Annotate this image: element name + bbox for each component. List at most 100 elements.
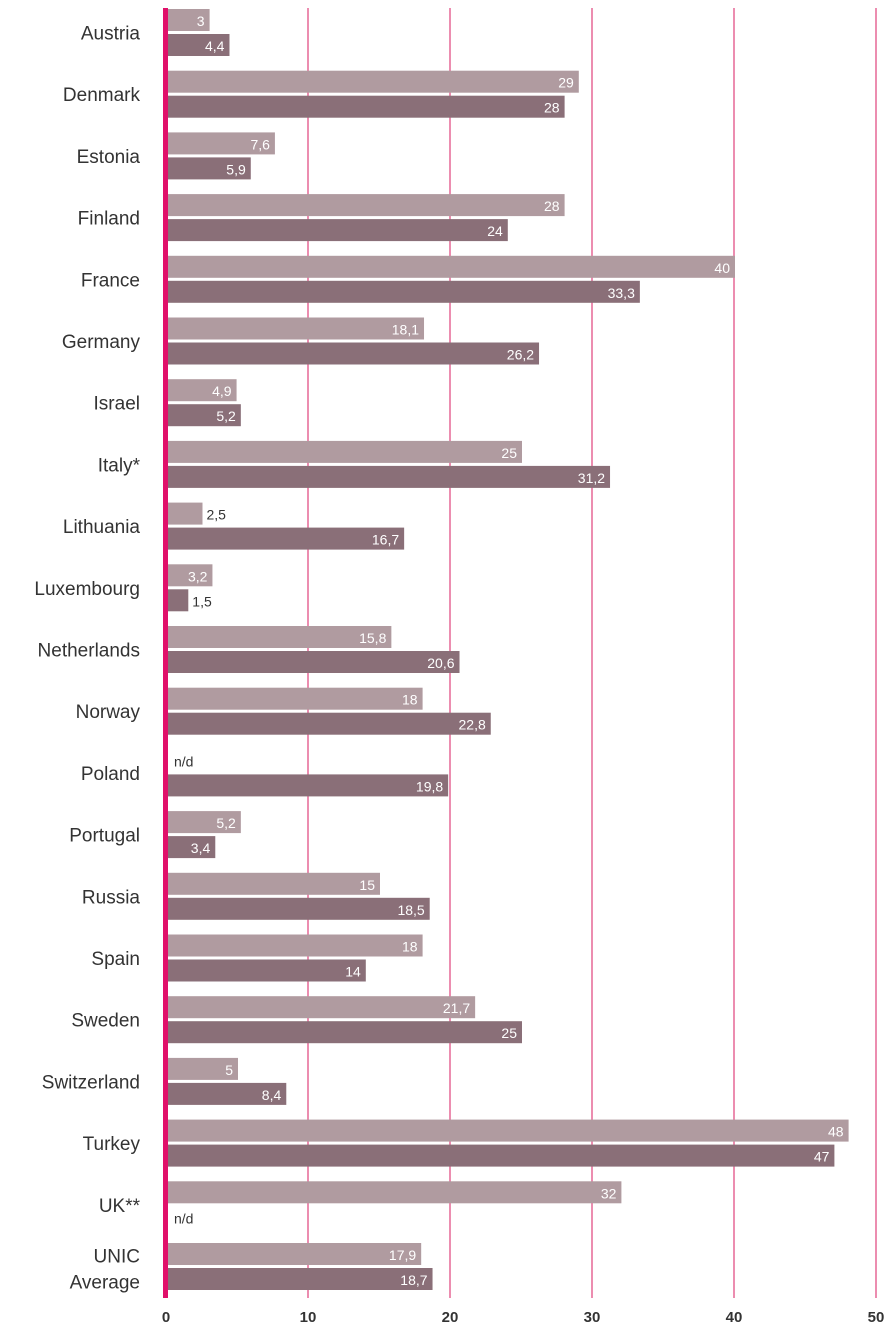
- bar: [167, 996, 476, 1019]
- data-label: 26,2: [507, 347, 534, 363]
- bar: [167, 712, 491, 735]
- data-label: 32: [601, 1185, 617, 1201]
- category-label: Russia: [82, 887, 141, 908]
- bar: [167, 626, 392, 648]
- data-label: 20,6: [427, 655, 454, 671]
- bar: [167, 811, 241, 834]
- bar: [167, 589, 189, 612]
- bar: [167, 95, 565, 118]
- bar: [167, 440, 522, 463]
- category-label: Israel: [94, 394, 140, 415]
- data-label: n/d: [174, 753, 193, 769]
- bar: [167, 502, 203, 525]
- category-label: Turkey: [83, 1134, 141, 1155]
- bar: [167, 342, 540, 365]
- data-label: 3,2: [188, 568, 208, 584]
- bars: 34,4 29 28 7,65,9 28 24 40 33,3 18,1 26,2 4,9 5,2 25…: [167, 9, 849, 1290]
- category-label: Netherlands: [38, 641, 140, 662]
- bar: [167, 934, 423, 957]
- bar: [167, 959, 366, 982]
- data-label: 48: [828, 1124, 844, 1140]
- data-label: n/d: [174, 1210, 193, 1226]
- bar: [167, 9, 210, 31]
- data-label: 17,9: [389, 1247, 416, 1263]
- data-label: 5,2: [216, 408, 236, 424]
- data-label: 4,4: [205, 38, 225, 54]
- data-label: 5,9: [226, 161, 246, 177]
- data-label: 28: [544, 198, 560, 214]
- data-label: 18: [402, 692, 418, 708]
- bar: [167, 219, 508, 242]
- data-label: 18,1: [392, 322, 419, 338]
- data-label: 25: [501, 445, 517, 461]
- x-tick-label: 40: [726, 1309, 743, 1326]
- data-label: 7,6: [250, 136, 270, 152]
- data-label: 16,7: [372, 532, 399, 548]
- category-label: Luxembourg: [34, 579, 140, 600]
- category-label: Spain: [91, 949, 140, 970]
- bar: [167, 317, 425, 340]
- data-label: 25: [501, 1025, 517, 1041]
- data-label: 5: [225, 1062, 233, 1078]
- bar: [167, 34, 230, 56]
- category-label: Portugal: [69, 826, 140, 847]
- category-label: Austria: [81, 24, 141, 45]
- data-label: 22,8: [459, 717, 486, 733]
- bar: [167, 1082, 287, 1105]
- x-tick-label: 50: [868, 1309, 885, 1326]
- data-label: 40: [714, 260, 730, 276]
- category-label: UNIC Average: [70, 1247, 140, 1294]
- category-labels: Austria Denmark Estonia Finland France German…: [34, 24, 140, 1294]
- data-label: 15,8: [359, 630, 386, 646]
- x-tick-label: 30: [584, 1309, 601, 1326]
- data-label: 19,8: [416, 778, 443, 794]
- data-label: 2,5: [207, 507, 227, 523]
- bar: [167, 379, 237, 402]
- data-label: 3: [197, 13, 205, 29]
- data-label: 5,2: [216, 815, 236, 831]
- data-label: 8,4: [262, 1087, 282, 1103]
- data-label: 21,7: [443, 1000, 470, 1016]
- bar: [167, 527, 405, 550]
- bar: [167, 1268, 433, 1290]
- bar: [167, 157, 251, 180]
- bar: [167, 897, 430, 920]
- bar: [167, 194, 565, 217]
- data-label: 31,2: [578, 470, 605, 486]
- bar: [167, 404, 241, 427]
- bar: [167, 687, 423, 710]
- bar: [167, 872, 380, 895]
- category-label: Poland: [81, 764, 140, 785]
- data-label: 18: [402, 939, 418, 955]
- bar: [167, 255, 735, 278]
- data-label: 4,9: [212, 383, 232, 399]
- category-label: Germany: [62, 332, 141, 353]
- data-label: 33,3: [608, 285, 635, 301]
- category-label: UK**: [99, 1196, 141, 1217]
- bar: [167, 1057, 238, 1080]
- x-tick-label: 0: [162, 1309, 170, 1326]
- data-label: 1,5: [192, 593, 212, 609]
- data-label: 18,7: [400, 1272, 427, 1288]
- data-label: 3,4: [191, 840, 211, 856]
- data-label: 28: [544, 100, 560, 116]
- bar: [167, 774, 449, 797]
- data-label: 24: [487, 223, 503, 239]
- category-label: France: [81, 270, 140, 291]
- category-label: Estonia: [77, 147, 141, 168]
- category-label: Finland: [78, 209, 140, 230]
- category-label: Switzerland: [42, 1072, 140, 1093]
- bar: [167, 280, 640, 303]
- data-label: 18,5: [397, 902, 424, 918]
- category-label: Italy*: [98, 455, 141, 476]
- x-tick-labels: 0 10 20 30 40 50: [162, 1309, 885, 1326]
- category-label: Lithuania: [63, 517, 141, 538]
- bar: [167, 465, 611, 488]
- y-axis-line: [163, 8, 168, 1298]
- bar: [167, 1021, 522, 1044]
- category-label: Norway: [76, 702, 141, 723]
- bar: [167, 70, 579, 93]
- x-tick-label: 20: [442, 1309, 459, 1326]
- bar: [167, 1119, 849, 1142]
